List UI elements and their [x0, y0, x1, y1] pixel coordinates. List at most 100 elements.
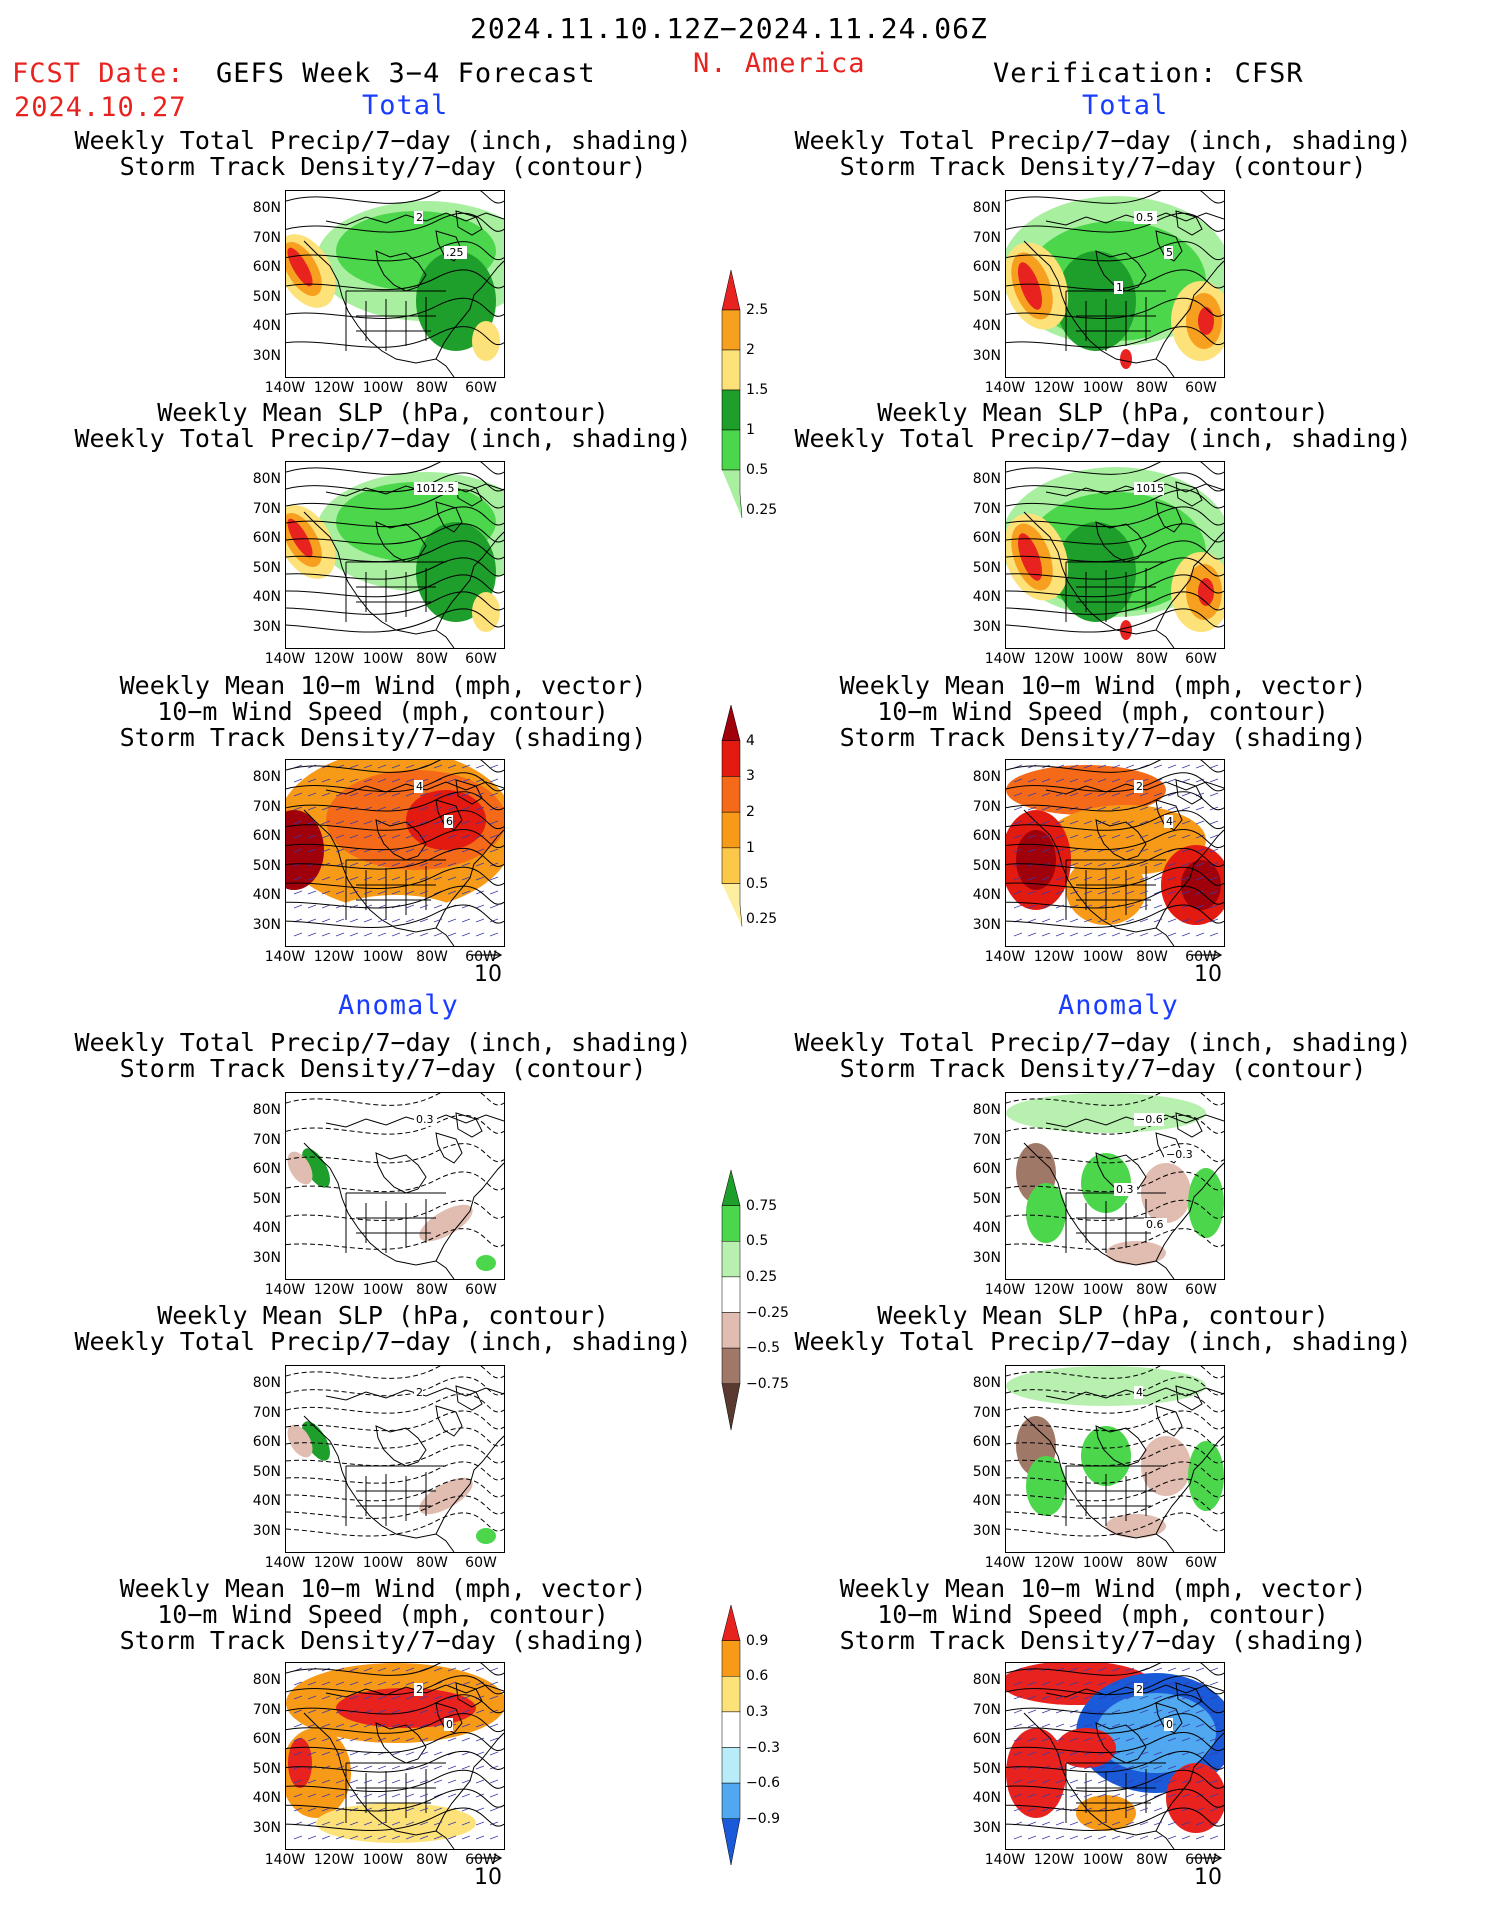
contour-label: 6	[446, 815, 453, 828]
shading-blob	[1198, 307, 1214, 335]
lat-tick-label: 50N	[972, 857, 1001, 874]
lat-tick-label: 60N	[252, 828, 281, 844]
panel-title-line: Weekly Mean SLP (hPa, contour)	[157, 1301, 609, 1330]
colorbar-label: −0.75	[746, 1375, 789, 1392]
colorbar-segment	[721, 309, 741, 351]
panel-title-line: 10−m Wind Speed (mph, contour)	[877, 1600, 1329, 1629]
contour-lines	[286, 1663, 504, 1831]
lat-tick-label: 40N	[252, 1493, 281, 1509]
shading-blob	[1026, 1456, 1066, 1516]
panel-title-line: Storm Track Density/7−day (shading)	[119, 723, 647, 752]
vector-reference-arrow	[1192, 1853, 1223, 1863]
colorbar-storm_total	[721, 704, 743, 927]
lon-tick-label: 100W	[362, 949, 404, 965]
lat-tick-label: 60N	[252, 1161, 281, 1177]
map-svg: 1012.5	[286, 462, 504, 648]
colorbar-segment	[721, 1312, 741, 1349]
lat-tick-label: 50N	[972, 1463, 1001, 1480]
lon-tick-label: 60W	[465, 1852, 497, 1868]
lon-tick-label: 80W	[416, 380, 448, 396]
colorbar-cap	[721, 1604, 741, 1641]
colorbar-label: −0.9	[746, 1810, 780, 1827]
shading-blob	[476, 1528, 496, 1544]
colorbar-cap	[721, 704, 741, 741]
contour-label: 2	[416, 1386, 423, 1399]
lon-tick-label: 140W	[984, 380, 1026, 396]
section-total-left: Total	[362, 90, 449, 121]
lon-tick-label: 120W	[1033, 949, 1075, 965]
lat-tick-label: 50N	[252, 857, 281, 874]
lat-tick-label: 80N	[252, 769, 281, 785]
lat-tick-label: 40N	[972, 318, 1001, 334]
contour-label: 2	[1136, 1683, 1143, 1696]
fcst-date-value: 2024.10.27	[14, 92, 187, 123]
contour-label: −0.3	[1166, 1148, 1193, 1161]
section-anomaly-left: Anomaly	[338, 990, 459, 1021]
panel-title-line: 10−m Wind Speed (mph, contour)	[157, 697, 609, 726]
lat-tick-label: 30N	[252, 618, 281, 635]
lon-tick-label: 80W	[1136, 1282, 1168, 1298]
verification-title: Verification: CFSR	[993, 58, 1304, 89]
panel-title-line: Weekly Total Precip/7−day (inch, shading…	[794, 1327, 1412, 1356]
shading-blob	[286, 612, 406, 642]
lat-tick-label: 40N	[252, 318, 281, 334]
shading-blob	[1017, 262, 1043, 310]
coastline	[1023, 1385, 1224, 1552]
lat-tick-label: 30N	[252, 1522, 281, 1539]
colorbar-tail	[722, 469, 743, 519]
colorbar-label: 3	[746, 768, 755, 785]
lon-tick-label: 100W	[362, 380, 404, 396]
lon-tick-label: 100W	[1082, 1555, 1124, 1571]
contour-lines	[1006, 1663, 1224, 1831]
vector-reference-arrow	[472, 950, 503, 960]
panel-title-b2: Weekly Mean SLP (hPa, contour) Weekly Tot…	[733, 1303, 1473, 1355]
lon-tick-label: 80W	[416, 1852, 448, 1868]
colorbar-cap	[721, 1818, 741, 1866]
vector-reference-label: 10	[474, 962, 502, 987]
lon-tick-label: 140W	[264, 1852, 306, 1868]
colorbar-precip_total	[721, 269, 743, 519]
lon-tick-label: 100W	[1082, 380, 1124, 396]
colorbar-cap	[721, 1383, 741, 1431]
lat-tick-label: 80N	[972, 200, 1001, 216]
colorbar-label: 2.5	[746, 302, 769, 318]
lon-tick-label: 140W	[264, 651, 306, 667]
lon-tick-label: 60W	[1185, 1555, 1217, 1571]
panel-title-b1: Weekly Total Precip/7−day (inch, shading…	[733, 1030, 1473, 1082]
lat-tick-label: 80N	[972, 769, 1001, 785]
coastline	[1023, 1682, 1224, 1849]
panel-title-v2: Weekly Mean SLP (hPa, contour) Weekly Tot…	[733, 400, 1473, 452]
panel-title-line: Weekly Mean 10−m Wind (mph, vector)	[839, 671, 1367, 700]
lat-tick-label: 70N	[972, 500, 1001, 517]
colorbar-segment	[721, 1276, 741, 1313]
lon-tick-label: 60W	[1185, 949, 1217, 965]
shading-blob	[1188, 1441, 1224, 1511]
lat-tick-label: 80N	[252, 1102, 281, 1118]
panel-title-line: Storm Track Density/7−day (contour)	[839, 152, 1367, 181]
lon-tick-label: 140W	[984, 1555, 1026, 1571]
shading-blob	[1081, 1426, 1131, 1486]
shading-blob	[287, 1424, 313, 1458]
coastline	[303, 779, 504, 946]
lat-tick-label: 50N	[972, 288, 1001, 305]
contour-label: 2	[416, 211, 423, 224]
colorbar-segment	[721, 1747, 741, 1784]
panel-title-line: Weekly Total Precip/7−day (inch, shading…	[74, 1028, 692, 1057]
lat-tick-label: 30N	[972, 347, 1001, 364]
lon-tick-label: 60W	[465, 949, 497, 965]
shading-blob	[1081, 1153, 1131, 1213]
lat-tick-label: 60N	[972, 530, 1001, 546]
panel-title-line: Storm Track Density/7−day (contour)	[119, 1054, 647, 1083]
panel-title-a3: Weekly Mean 10−m Wind (mph, vector) 10−m …	[13, 1576, 753, 1654]
panel-title-line: Weekly Total Precip/7−day (inch, shading…	[794, 1028, 1412, 1057]
colorbar-cap	[721, 269, 741, 311]
lon-tick-label: 60W	[465, 380, 497, 396]
colorbar-label: 1	[746, 422, 755, 438]
shading-blob	[286, 810, 324, 890]
shading-blob	[288, 1738, 312, 1788]
vector-reference-label: 10	[1194, 962, 1222, 987]
region-title: N. America	[693, 48, 866, 79]
shading-blob	[416, 522, 496, 622]
vector-reference-arrow	[1192, 950, 1223, 960]
colorbar-cap	[721, 1169, 741, 1206]
